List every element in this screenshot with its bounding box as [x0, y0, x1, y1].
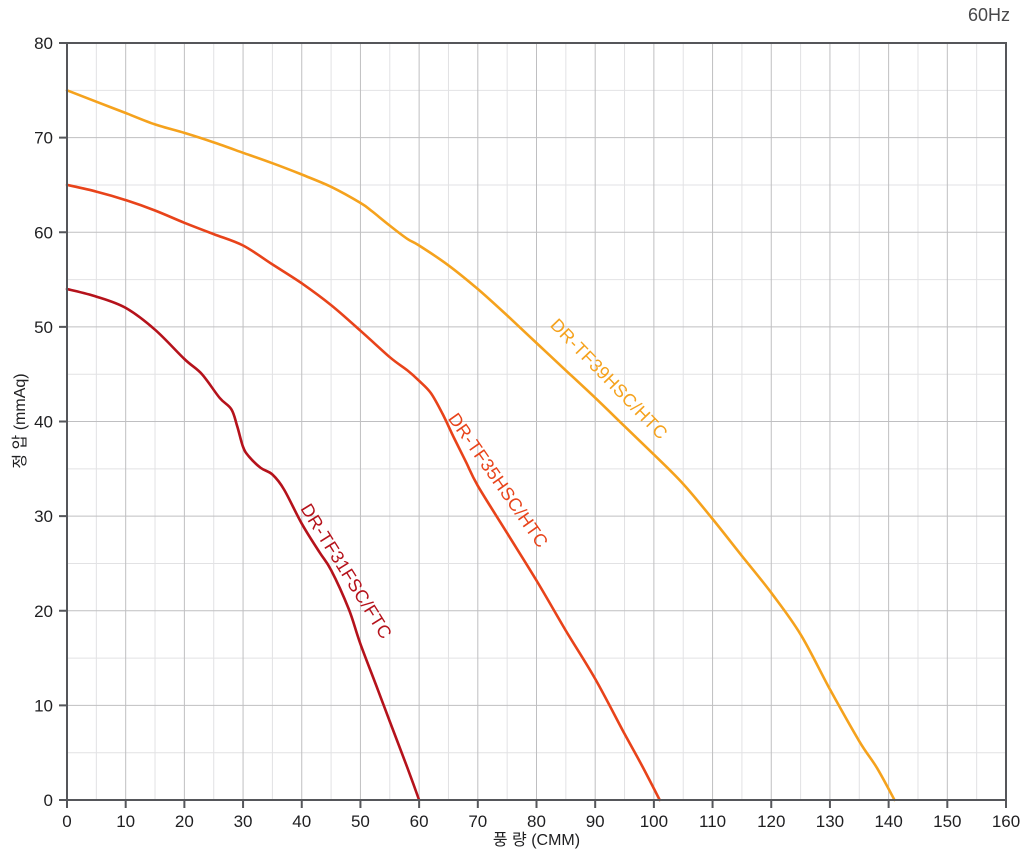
svg-text:140: 140	[874, 812, 902, 831]
svg-text:70: 70	[468, 812, 487, 831]
svg-text:20: 20	[34, 602, 53, 621]
tick-labels-y: 0 10 20 30 40 50 60 70 80	[34, 34, 53, 810]
svg-text:130: 130	[816, 812, 844, 831]
svg-text:60: 60	[410, 812, 429, 831]
tick-labels-x: 0 10 20 30 40 50 60 70 80 90 100 110 120 130 140 150 160	[62, 812, 1020, 831]
x-axis-title: 풍 량 (CMM)	[492, 832, 581, 849]
svg-text:80: 80	[527, 812, 546, 831]
svg-text:100: 100	[640, 812, 668, 831]
svg-text:120: 120	[757, 812, 785, 831]
svg-text:10: 10	[34, 696, 53, 715]
frequency-label: 60Hz	[967, 5, 1010, 25]
svg-text:110: 110	[699, 812, 726, 831]
curve-label-DR-TF31FSC-FTC: DR-TF31FSC/FTC	[297, 500, 396, 643]
svg-text:0: 0	[44, 791, 53, 810]
svg-text:30: 30	[34, 507, 53, 526]
svg-text:40: 40	[34, 413, 53, 432]
svg-text:40: 40	[292, 812, 311, 831]
svg-text:50: 50	[351, 812, 370, 831]
grid-major	[67, 43, 1006, 800]
svg-text:150: 150	[933, 812, 961, 831]
curve-label-DR-TF39HSC-HTC: DR-TF39HSC/HTC	[546, 315, 671, 444]
curve-label-DR-TF35HSC-HTC: DR-TF35HSC/HTC	[444, 409, 552, 551]
svg-text:160: 160	[992, 812, 1020, 831]
svg-text:20: 20	[175, 812, 194, 831]
curve-labels: DR-TF31FSC/FTC DR-TF35HSC/HTCDR-TF39HSC/H…	[297, 315, 672, 643]
svg-text:80: 80	[34, 34, 53, 53]
axis-ticks	[59, 42, 1007, 808]
svg-text:10: 10	[116, 812, 135, 831]
svg-text:90: 90	[586, 812, 605, 831]
svg-text:70: 70	[34, 129, 53, 148]
curve-DR-TF39HSC-HTC	[65, 89, 896, 802]
svg-text:50: 50	[34, 318, 53, 337]
svg-text:0: 0	[62, 812, 71, 831]
curves	[65, 89, 896, 802]
curve-DR-TF31FSC-FTC	[65, 287, 421, 802]
y-axis-title: 정 압 (mmAq)	[12, 373, 29, 469]
curve-DR-TF35HSC-HTC	[65, 183, 661, 802]
svg-text:60: 60	[34, 223, 53, 242]
svg-text:30: 30	[234, 812, 253, 831]
